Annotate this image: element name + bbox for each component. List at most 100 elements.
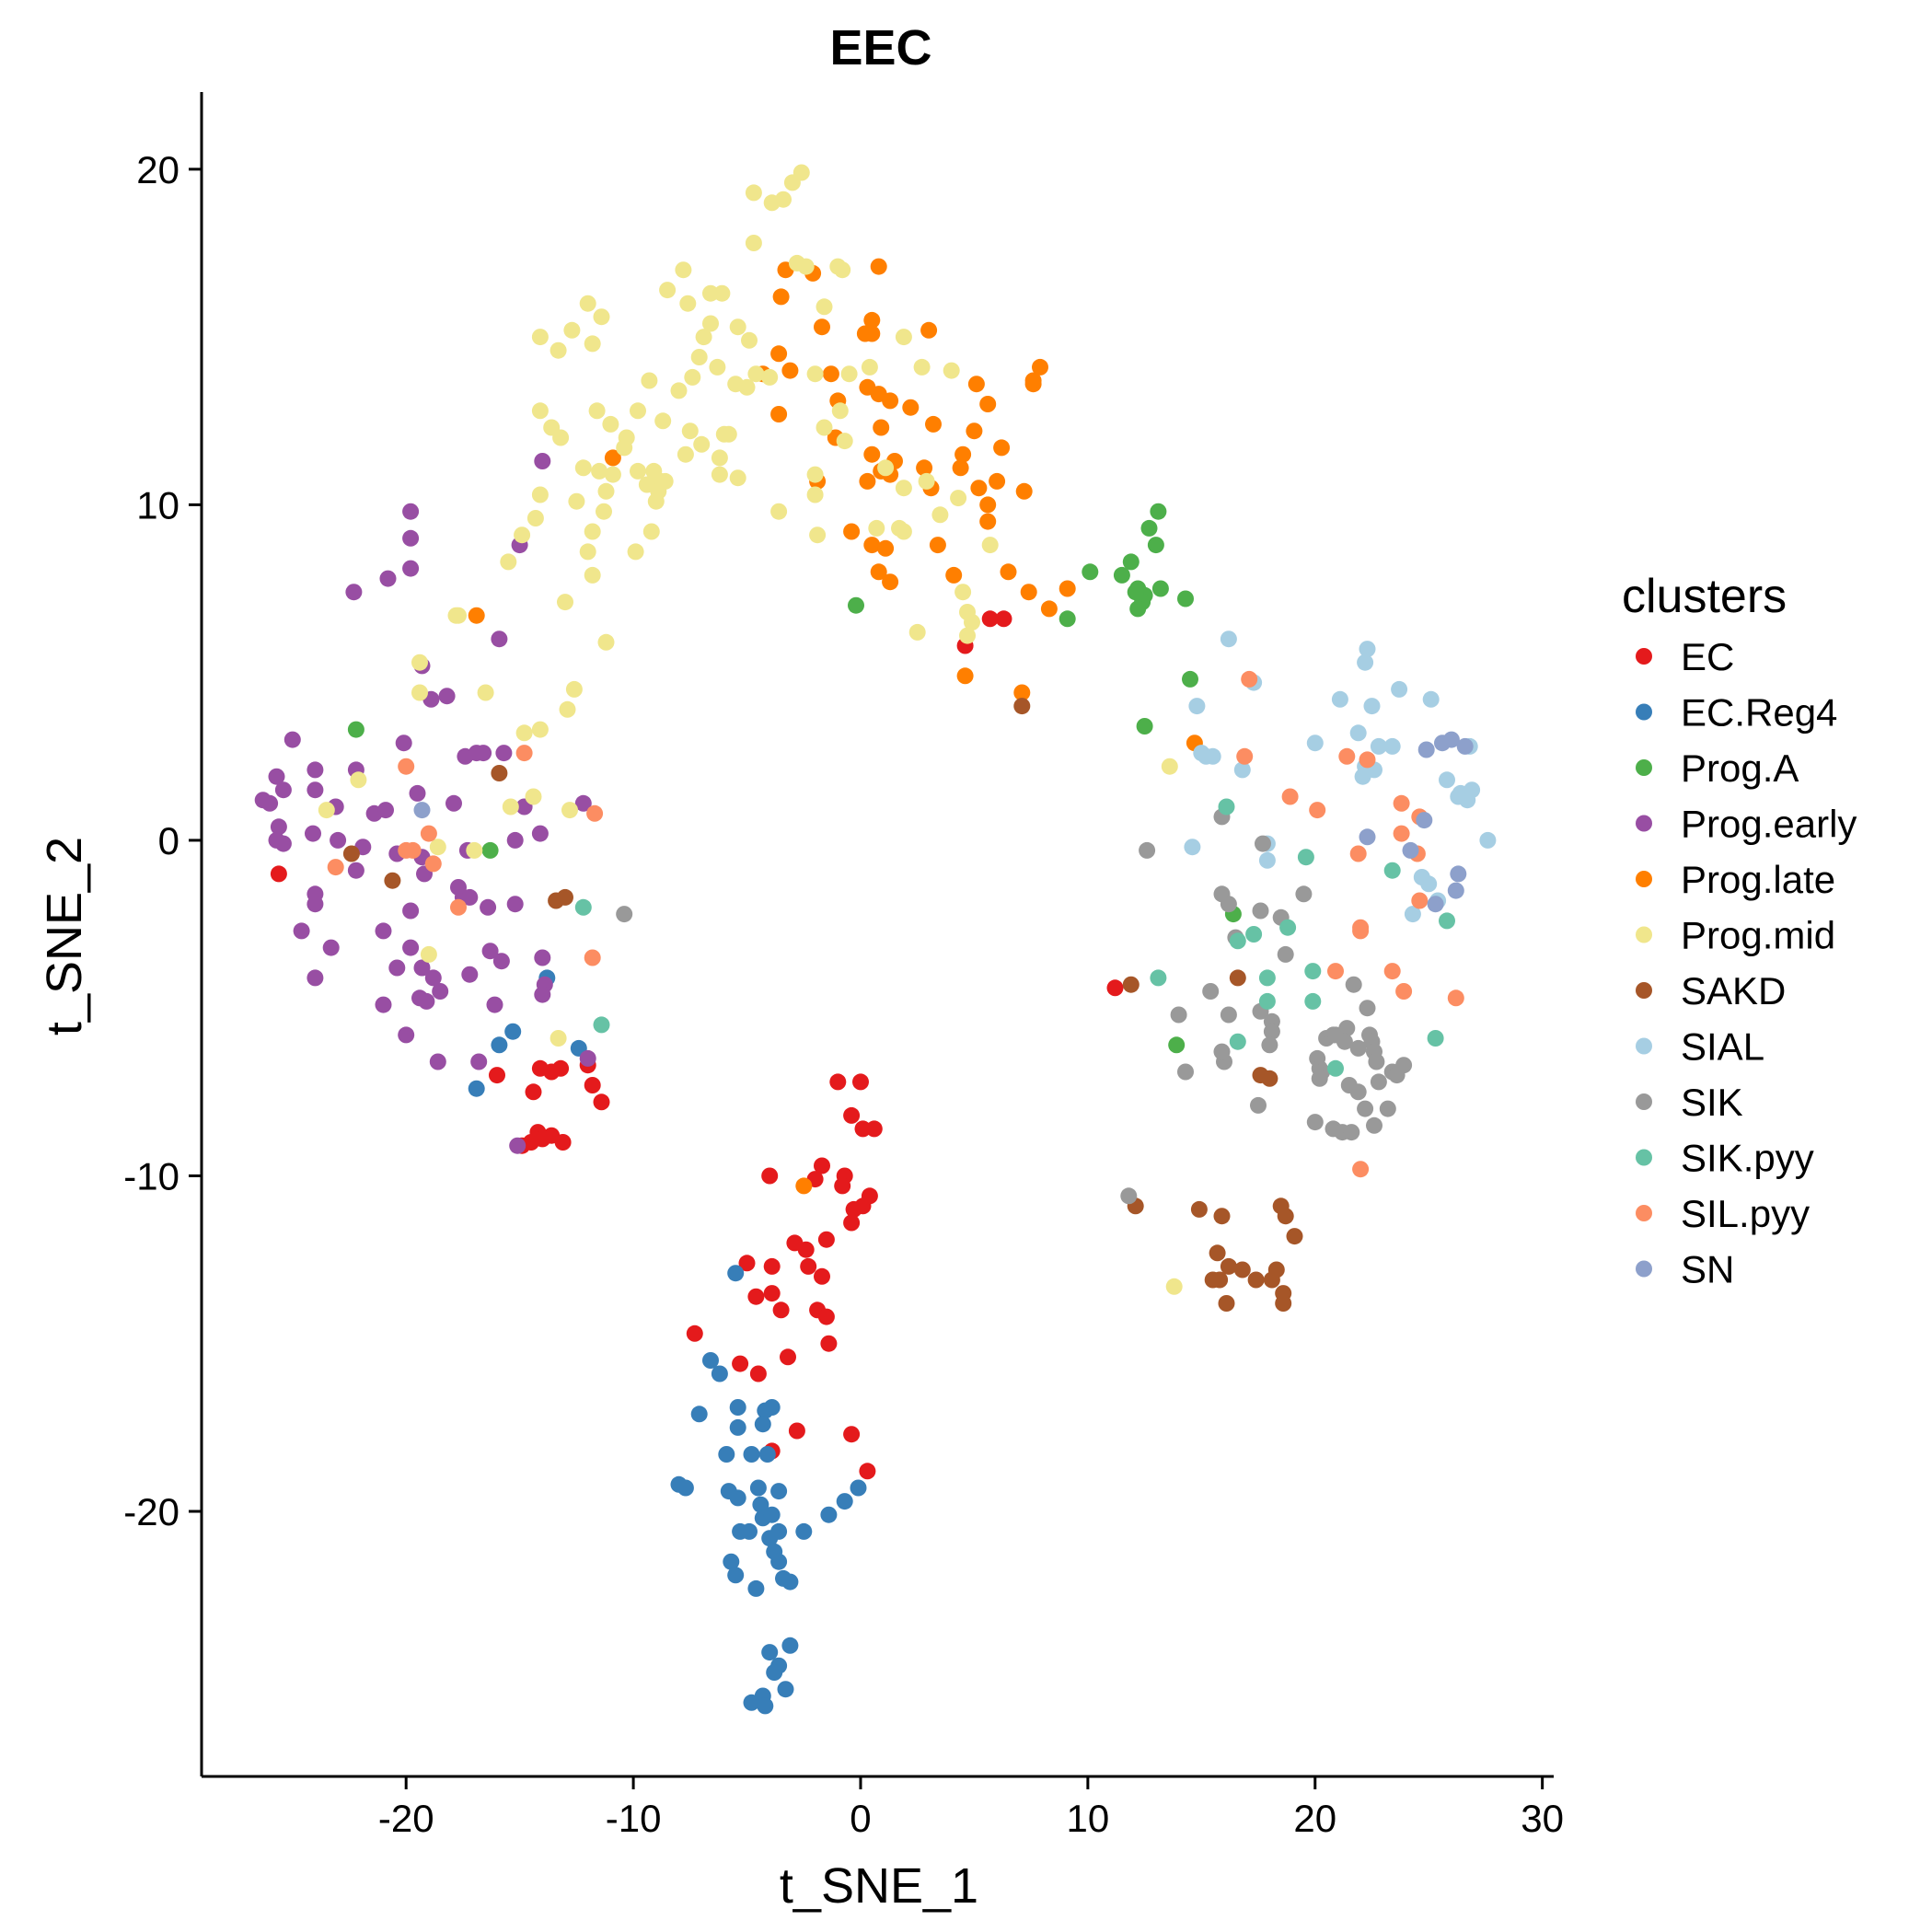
data-point [747, 365, 765, 383]
data-point [641, 372, 658, 389]
data-point [305, 825, 321, 842]
data-point [377, 802, 394, 819]
data-point [1395, 1057, 1413, 1074]
data-point [1213, 1043, 1231, 1060]
data-point [1059, 580, 1076, 597]
data-point [1366, 1116, 1382, 1134]
data-point [783, 174, 801, 191]
data-point [1275, 1295, 1292, 1312]
data-point [727, 1567, 745, 1584]
data-point [509, 1137, 526, 1154]
data-point [843, 1426, 861, 1443]
series-prog-mid [318, 164, 1183, 1295]
data-point [630, 402, 646, 420]
data-point [738, 1255, 756, 1272]
data-point [1359, 1000, 1376, 1017]
data-point [681, 422, 699, 440]
data-point [772, 288, 790, 306]
data-point [616, 439, 633, 457]
data-point [477, 684, 494, 701]
data-point [293, 922, 310, 940]
data-point [554, 1134, 572, 1151]
data-point [307, 969, 324, 987]
data-point [816, 419, 833, 436]
points-layer [254, 164, 1497, 1715]
data-point [1349, 1083, 1367, 1101]
data-point [411, 654, 428, 671]
data-point [1379, 1100, 1396, 1117]
legend-key-sil-pyy [1636, 1205, 1652, 1221]
data-point [979, 513, 997, 530]
data-point [702, 284, 719, 302]
data-point [1359, 641, 1376, 658]
data-point [770, 1553, 788, 1570]
data-point [466, 841, 483, 859]
data-point [754, 1416, 771, 1433]
data-point [1411, 892, 1429, 909]
data-point [1368, 1053, 1385, 1070]
data-point [584, 335, 601, 353]
data-point [943, 362, 960, 379]
data-point [468, 1080, 485, 1097]
data-point [1450, 865, 1467, 883]
y-tick-label: 20 [136, 148, 179, 191]
data-point [515, 724, 533, 742]
data-point [1202, 983, 1220, 1000]
legend-label-ec-reg4: EC.Reg4 [1681, 691, 1837, 735]
legend-label-sn: SN [1681, 1248, 1734, 1291]
legend-label-sil-pyy: SIL.pyy [1681, 1192, 1810, 1235]
x-axis-title: t_SNE_1 [780, 1858, 978, 1914]
data-point [1233, 1261, 1251, 1278]
legend-key-prog-a [1636, 759, 1652, 776]
data-point [945, 566, 963, 584]
data-point [747, 1579, 765, 1597]
data-point [1383, 737, 1401, 755]
data-point [770, 1483, 788, 1500]
legend-key-sik [1636, 1093, 1652, 1110]
data-point [402, 503, 420, 520]
data-point [816, 298, 833, 316]
data-point [908, 623, 926, 641]
data-point [379, 570, 397, 587]
series-sn [413, 731, 1474, 913]
data-point [500, 553, 517, 571]
data-point [1263, 1023, 1280, 1040]
data-point [534, 453, 551, 469]
data-point [347, 721, 364, 738]
data-point [1370, 737, 1387, 755]
data-point [729, 1418, 746, 1436]
legend-label-prog-a: Prog.A [1681, 746, 1799, 790]
data-point [902, 399, 920, 416]
data-point [920, 321, 938, 339]
data-point [574, 794, 592, 812]
data-point [843, 1214, 861, 1232]
data-point [822, 365, 839, 383]
data-point [677, 1479, 694, 1497]
data-point [723, 1553, 740, 1570]
data-point [283, 731, 301, 748]
data-point [1218, 1295, 1235, 1312]
data-point [597, 633, 615, 651]
data-point [486, 996, 503, 1013]
data-point [845, 1200, 862, 1218]
data-point [586, 804, 604, 822]
x-tick-label: 10 [1067, 1797, 1110, 1840]
data-point [859, 1463, 876, 1480]
data-point [863, 537, 881, 554]
data-point [550, 341, 567, 359]
data-point [1295, 885, 1313, 903]
data-point [777, 1681, 794, 1698]
data-point [1136, 718, 1153, 735]
data-point [831, 402, 849, 420]
data-point [1122, 976, 1140, 993]
data-point [531, 402, 549, 420]
series-sik-pyy [574, 798, 1455, 1077]
data-point [1417, 741, 1435, 758]
data-point [432, 983, 449, 1000]
legend-key-sakd [1636, 982, 1652, 999]
legend-key-ec [1636, 648, 1652, 665]
data-point [817, 1231, 835, 1248]
data-point [548, 892, 565, 909]
data-point [438, 688, 456, 705]
data-point [515, 745, 533, 762]
